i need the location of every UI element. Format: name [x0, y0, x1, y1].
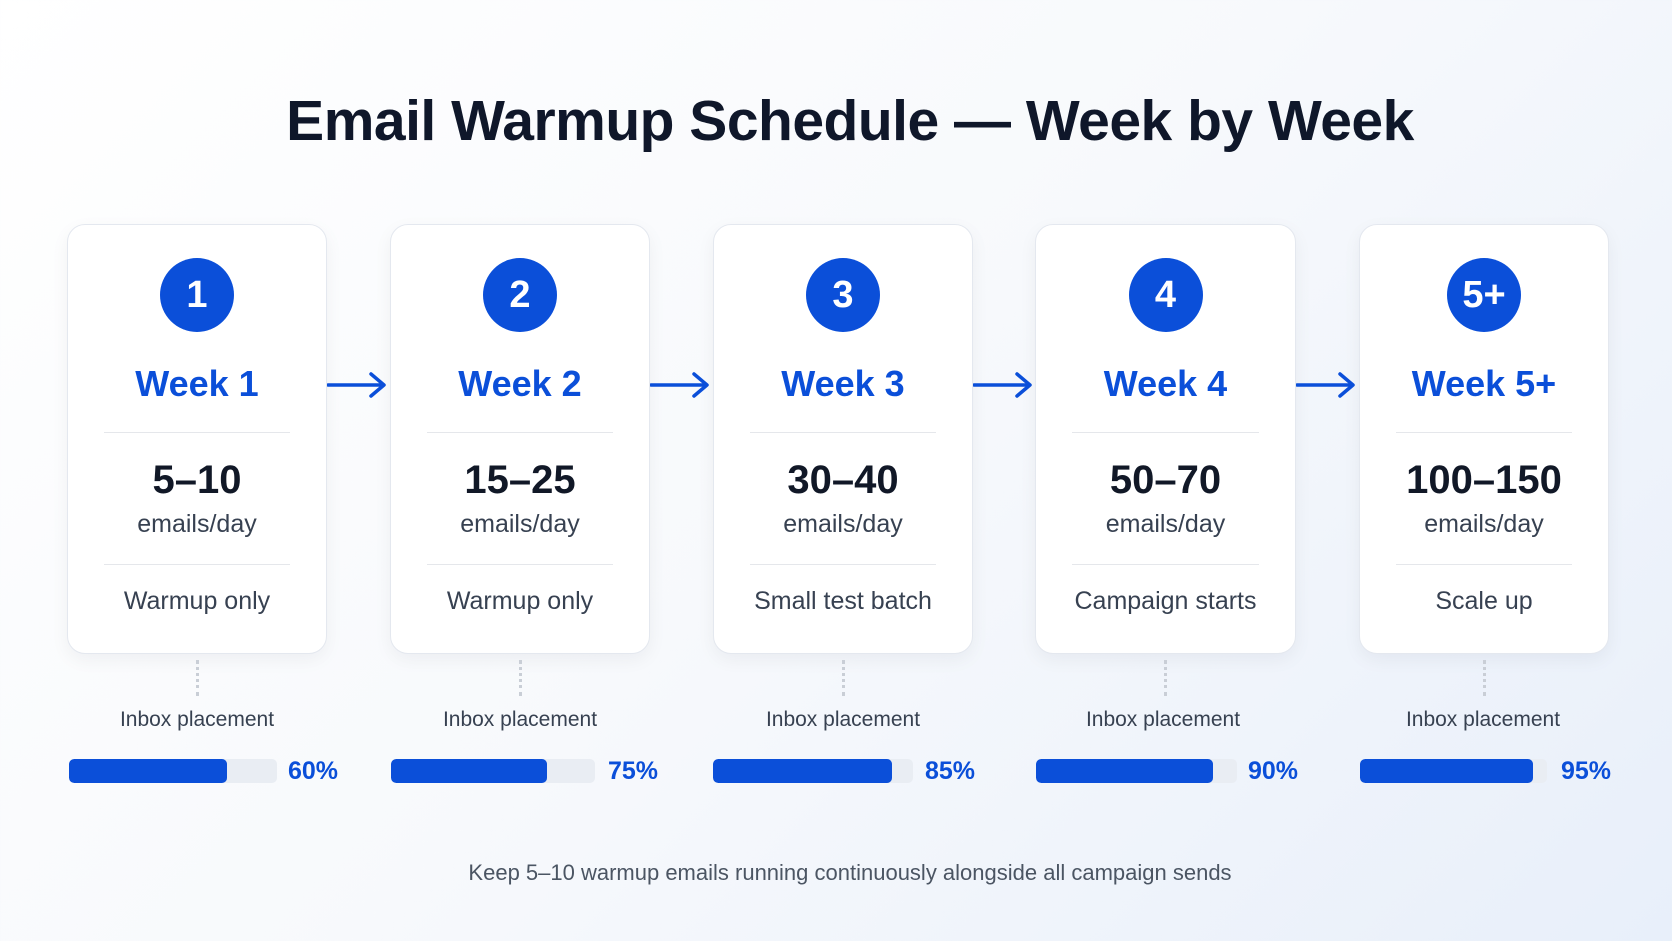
inbox-placement-percent: 85% [925, 757, 976, 785]
inbox-placement-label: Inbox placement [442, 708, 598, 731]
right-arrow-icon [1296, 372, 1355, 398]
phase-description: Small test batch [754, 587, 932, 615]
inbox-placement-label: Inbox placement [765, 708, 921, 731]
inbox-placement-percent: 90% [1248, 757, 1299, 785]
dotted-connector [1164, 660, 1167, 696]
inbox-placement-label: Inbox placement [119, 708, 275, 731]
volume-unit: emails/day [783, 510, 903, 538]
volume-unit: emails/day [460, 510, 580, 538]
inbox-placement-percent: 75% [608, 757, 659, 785]
divider [104, 432, 290, 433]
inbox-placement-fill [391, 759, 547, 783]
footer-note: Keep 5–10 warmup emails running continuo… [468, 860, 1232, 885]
step-number-badge: 1 [160, 258, 234, 332]
week-card-1: 1 Week 1 5–10 emails/day Warmup only [67, 224, 327, 654]
divider [1396, 564, 1572, 565]
divider [750, 564, 936, 565]
email-volume: 5–10 [152, 458, 242, 502]
inbox-placement-fill [1360, 759, 1533, 783]
inbox-placement-bar [713, 759, 913, 783]
dotted-connector [1483, 660, 1486, 696]
volume-unit: emails/day [1105, 510, 1226, 538]
week-label: Week 5+ [1411, 363, 1557, 404]
inbox-placement-fill [1036, 759, 1213, 783]
divider [1072, 432, 1259, 433]
week-card-5: 5+ Week 5+ 100–150 emails/day Scale up [1359, 224, 1609, 654]
step-number-badge: 4 [1128, 258, 1203, 332]
email-volume: 50–70 [1109, 458, 1222, 502]
step-number-badge: 5+ [1447, 258, 1521, 332]
email-volume: 15–25 [464, 458, 576, 502]
week-label: Week 1 [135, 363, 259, 404]
week-label: Week 2 [458, 363, 582, 404]
inbox-placement-bar [69, 759, 277, 783]
divider [1072, 564, 1259, 565]
divider [104, 564, 290, 565]
inbox-placement-label: Inbox placement [1405, 708, 1561, 731]
week-card-2: 2 Week 2 15–25 emails/day Warmup only [390, 224, 650, 654]
dotted-connector [842, 660, 845, 696]
inbox-placement-bar [1036, 759, 1237, 783]
email-volume: 30–40 [787, 458, 899, 502]
volume-unit: emails/day [1424, 510, 1544, 538]
page-title: Email Warmup Schedule — Week by Week [286, 89, 1414, 153]
volume-unit: emails/day [137, 510, 257, 538]
divider [750, 432, 936, 433]
inbox-placement-percent: 60% [288, 757, 339, 785]
phase-description: Warmup only [446, 587, 594, 615]
email-volume: 100–150 [1406, 458, 1562, 502]
inbox-placement-fill [713, 759, 892, 783]
divider [427, 564, 613, 565]
inbox-placement-bar [391, 759, 595, 783]
phase-description: Campaign starts [1074, 587, 1257, 615]
week-card-4: 4 Week 4 50–70 emails/day Campaign start… [1035, 224, 1296, 654]
phase-description: Warmup only [123, 587, 271, 615]
week-label: Week 3 [781, 363, 905, 404]
divider [427, 432, 613, 433]
inbox-placement-bar [1360, 759, 1547, 783]
phase-description: Scale up [1435, 587, 1533, 615]
step-number-badge: 3 [806, 258, 880, 332]
right-arrow-icon [973, 372, 1032, 398]
divider [1396, 432, 1572, 433]
dotted-connector [196, 660, 199, 696]
right-arrow-icon [327, 372, 386, 398]
inbox-placement-fill [69, 759, 227, 783]
dotted-connector [519, 660, 522, 696]
inbox-placement-label: Inbox placement [1085, 708, 1241, 731]
step-number-badge: 2 [483, 258, 557, 332]
inbox-placement-percent: 95% [1561, 757, 1612, 785]
week-label: Week 4 [1103, 363, 1228, 404]
week-card-3: 3 Week 3 30–40 emails/day Small test bat… [713, 224, 973, 654]
right-arrow-icon [650, 372, 709, 398]
